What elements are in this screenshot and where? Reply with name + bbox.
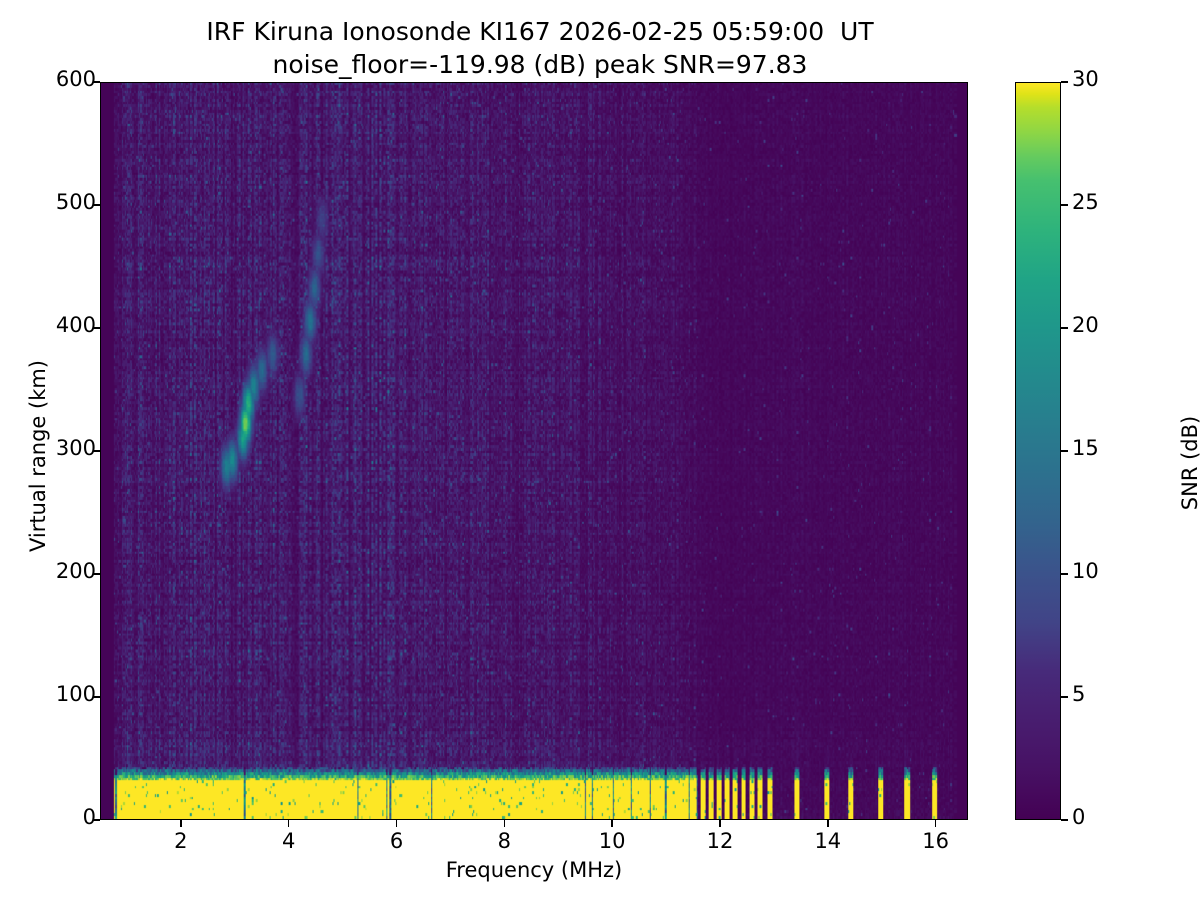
- y-tick-label: 600: [55, 67, 96, 91]
- x-tick-label: 14: [814, 829, 842, 853]
- colorbar-tick-label: 30: [1072, 67, 1099, 91]
- y-tick-label: 200: [55, 559, 96, 583]
- x-tick-label: 2: [174, 829, 188, 853]
- y-tick-label: 300: [55, 436, 96, 460]
- colorbar-tick-label: 0: [1072, 805, 1086, 829]
- y-tick-label: 500: [55, 190, 96, 214]
- ionogram-axes: [100, 82, 968, 820]
- y-tick-mark: [93, 81, 100, 83]
- x-tick-label: 16: [922, 829, 949, 853]
- colorbar-tick-label: 5: [1072, 682, 1086, 706]
- y-tick-mark: [93, 696, 100, 698]
- colorbar-tick-mark: [1061, 204, 1068, 206]
- x-tick-mark: [719, 820, 721, 827]
- x-axis-label: Frequency (MHz): [445, 858, 623, 882]
- colorbar-label: SNR (dB): [1178, 415, 1200, 511]
- colorbar-tick-mark: [1061, 81, 1068, 83]
- ionogram-heatmap: [101, 83, 967, 819]
- colorbar-tick-label: 20: [1072, 313, 1099, 337]
- x-tick-label: 12: [706, 829, 734, 853]
- figure-title: IRF Kiruna Ionosonde KI167 2026-02-25 05…: [0, 16, 1080, 81]
- y-tick-label: 400: [55, 313, 96, 337]
- y-tick-mark: [93, 327, 100, 329]
- y-tick-mark: [93, 204, 100, 206]
- y-tick-mark: [93, 819, 100, 821]
- x-tick-mark: [827, 820, 829, 827]
- colorbar-tick-label: 15: [1072, 436, 1099, 460]
- x-tick-label: 6: [389, 829, 404, 853]
- title-line-2: noise_floor=-119.98 (dB) peak SNR=97.83: [272, 49, 808, 79]
- colorbar-tick-mark: [1061, 696, 1068, 698]
- x-tick-mark: [395, 820, 398, 827]
- x-tick-label: 8: [497, 829, 512, 853]
- y-axis-label: Virtual range (km): [26, 359, 50, 553]
- colorbar-tick-mark: [1061, 327, 1068, 329]
- colorbar-tick-mark: [1061, 573, 1068, 575]
- snr-colorbar: [1015, 82, 1061, 820]
- x-tick-mark: [934, 820, 937, 827]
- colorbar-tick-mark: [1061, 450, 1068, 452]
- y-tick-mark: [93, 573, 100, 575]
- colorbar-tick-label: 25: [1072, 190, 1099, 214]
- x-tick-mark: [611, 820, 613, 827]
- colorbar-tick-label: 10: [1072, 559, 1099, 583]
- x-tick-label: 4: [282, 829, 296, 853]
- y-tick-label: 100: [55, 682, 96, 706]
- title-line-1: IRF Kiruna Ionosonde KI167 2026-02-25 05…: [206, 17, 874, 46]
- x-tick-label: 10: [598, 829, 626, 853]
- y-tick-mark: [93, 450, 100, 452]
- x-tick-mark: [180, 820, 182, 827]
- x-tick-mark: [503, 820, 506, 827]
- colorbar-tick-mark: [1061, 819, 1068, 821]
- x-tick-mark: [287, 820, 290, 827]
- y-tick-label: 0: [82, 805, 96, 829]
